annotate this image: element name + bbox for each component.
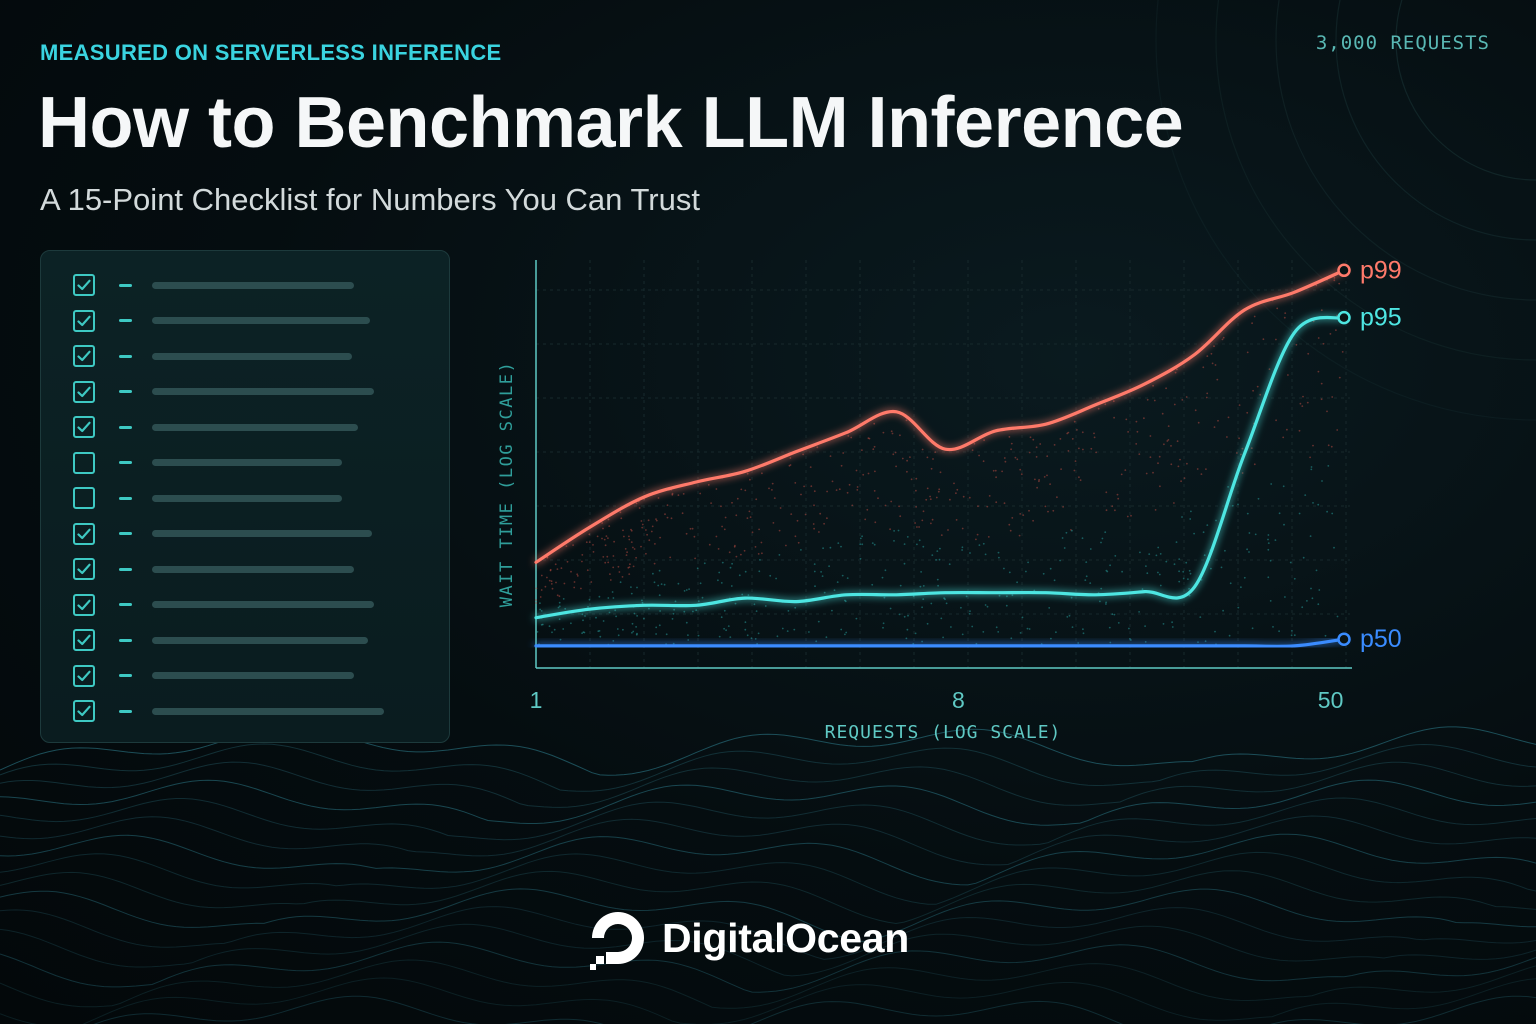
series-p95: p95 <box>534 304 1402 620</box>
checkmark-icon <box>77 350 91 362</box>
checklist-item <box>73 414 358 440</box>
checklist-item <box>73 663 354 689</box>
checklist-dash <box>119 603 132 606</box>
page-subtitle: A 15-Point Checklist for Numbers You Can… <box>40 182 700 217</box>
checklist-placeholder-line <box>152 423 358 431</box>
checkmark-icon <box>77 421 91 433</box>
kicker-text: MEASURED ON SERVERLESS INFERENCE <box>40 40 502 65</box>
checkbox-checked[interactable] <box>73 345 95 367</box>
arc-ring <box>1335 0 1536 241</box>
checklist-dash <box>119 461 132 464</box>
checklist-item <box>73 521 372 547</box>
checklist-dash <box>119 709 132 713</box>
checkmark-icon <box>77 528 91 539</box>
checklist-placeholder-line <box>152 281 354 289</box>
checklist-item <box>73 485 342 511</box>
checklist-placeholder-line <box>152 317 370 324</box>
checklist-dash <box>119 496 132 500</box>
checklist-item <box>73 343 352 369</box>
checkbox-checked[interactable] <box>73 309 95 332</box>
series-line-p95 <box>534 315 1346 620</box>
checklist-dash <box>119 674 132 677</box>
checklist-dash <box>119 319 132 322</box>
request-count-label: 3,000 REQUESTS <box>1315 32 1490 54</box>
checklist-dash <box>119 567 132 571</box>
checklist-placeholder-line <box>152 459 342 466</box>
checklist-panel <box>40 250 450 743</box>
checklist-placeholder-line <box>152 672 354 679</box>
end-marker-p99 <box>1337 263 1351 278</box>
checklist-placeholder-line <box>152 565 354 573</box>
checkmark-icon <box>77 563 91 575</box>
checklist-item <box>73 556 354 582</box>
series-label-p95: p95 <box>1360 304 1402 332</box>
checklist-item <box>73 627 368 653</box>
checkbox-checked[interactable] <box>73 274 95 296</box>
checkmark-icon <box>77 386 91 397</box>
arc-ring <box>1155 0 1536 421</box>
checklist-dash <box>119 390 132 393</box>
checklist-item <box>73 592 374 618</box>
checkmark-icon <box>77 315 91 326</box>
series-p50: p50 <box>534 625 1402 653</box>
checklist-dash <box>119 425 132 429</box>
end-marker-p95 <box>1337 310 1351 325</box>
x-tick-label: 50 <box>1318 687 1344 713</box>
wait-time-chart: p99 p95 p50 1 8 50 REQUESTS (LOG SCALE) WAIT TI… <box>497 256 1402 743</box>
distribution-noise <box>535 277 1344 647</box>
checkmark-icon <box>77 599 91 610</box>
checklist-dash <box>119 532 132 535</box>
series-label-p99: p99 <box>1360 256 1402 284</box>
checkbox-checked[interactable] <box>73 629 95 651</box>
checkbox-checked[interactable] <box>73 593 95 616</box>
checkbox-checked[interactable] <box>73 664 95 687</box>
end-marker-p50 <box>1337 632 1351 646</box>
checklist-placeholder-line <box>152 530 372 537</box>
brand-logo: DigitalOcean <box>586 906 909 970</box>
checklist-dash <box>119 638 132 642</box>
checkbox-checked[interactable] <box>73 558 95 580</box>
checkmark-icon <box>77 705 91 717</box>
checkbox-checked[interactable] <box>73 380 95 403</box>
checklist-item <box>73 379 374 405</box>
checkmark-icon <box>77 670 91 681</box>
checklist-placeholder-line <box>152 352 352 360</box>
checklist-item <box>73 698 384 724</box>
checkmark-icon <box>77 634 91 646</box>
series-line-p99 <box>534 268 1346 564</box>
checkbox-checked[interactable] <box>73 700 95 722</box>
digitalocean-logo-icon <box>590 912 644 970</box>
series-line-p50 <box>534 637 1346 648</box>
checklist-placeholder-line <box>152 601 374 608</box>
checkbox-unchecked[interactable] <box>73 487 95 509</box>
arc-ring <box>1395 0 1536 181</box>
x-tick-label: 1 <box>530 687 543 713</box>
x-tick-label: 8 <box>952 687 965 713</box>
arc-ring <box>1275 0 1536 301</box>
wave-lines <box>0 725 1536 1024</box>
page-title: How to Benchmark LLM Inference <box>38 83 1184 163</box>
checklist-item <box>73 450 342 476</box>
checkbox-checked[interactable] <box>73 522 95 545</box>
checkbox-unchecked[interactable] <box>73 451 95 474</box>
checkbox-checked[interactable] <box>73 416 95 438</box>
checkmark-icon <box>77 279 91 291</box>
checklist-placeholder-line <box>152 707 384 715</box>
y-axis-label: WAIT TIME (LOG SCALE) <box>497 361 517 607</box>
arc-ring <box>1215 0 1536 361</box>
checklist-dash <box>119 283 132 287</box>
checklist-placeholder-line <box>152 494 342 502</box>
checklist-placeholder-line <box>152 636 368 644</box>
checklist-item <box>73 272 354 298</box>
series-p99: p99 <box>534 256 1402 564</box>
checklist-item <box>73 308 370 334</box>
x-axis-label: REQUESTS (LOG SCALE) <box>825 722 1062 743</box>
checklist-dash <box>119 354 132 358</box>
brand-name: DigitalOcean <box>662 914 910 961</box>
checklist-placeholder-line <box>152 388 374 395</box>
series-label-p50: p50 <box>1360 625 1402 653</box>
